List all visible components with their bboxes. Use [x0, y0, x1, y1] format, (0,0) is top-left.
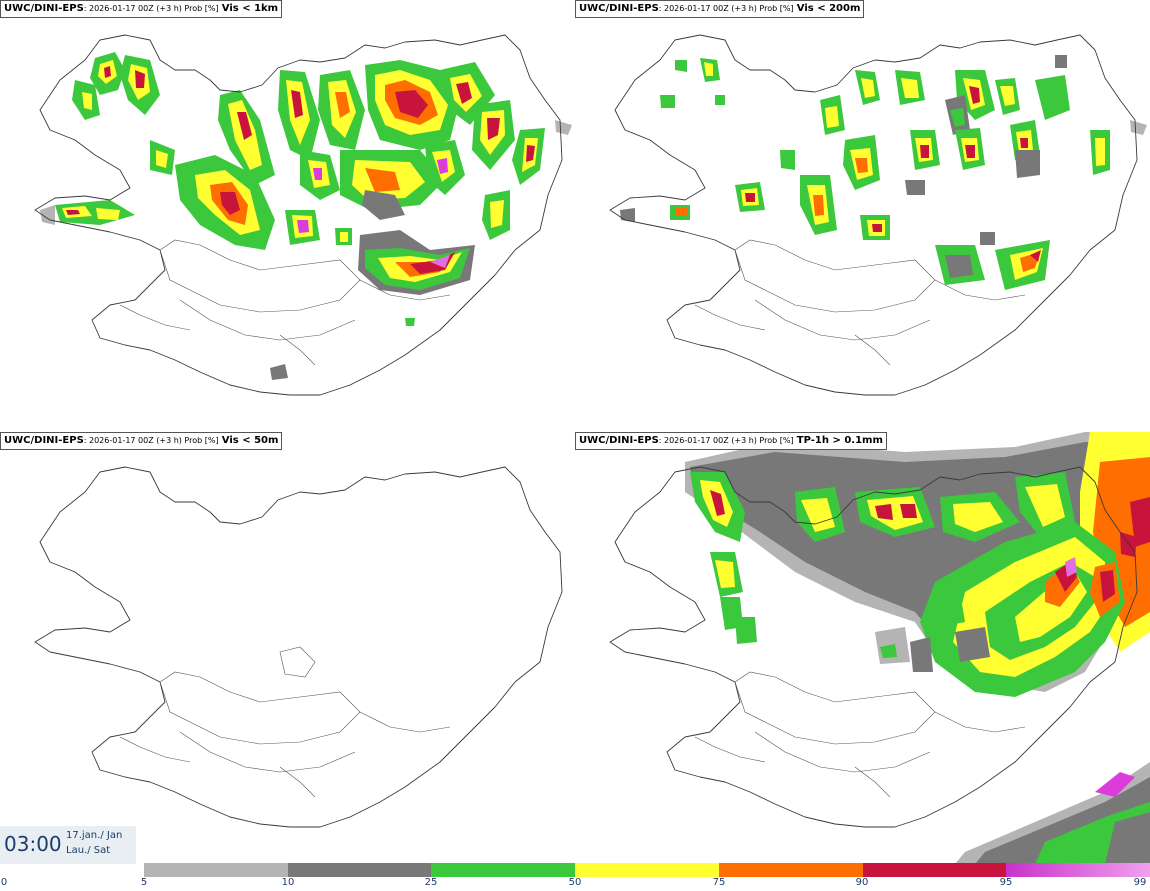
- iceland-map-vis-50m: [34, 466, 563, 828]
- probability-colorbar: [144, 863, 1150, 877]
- colorbar-seg-90-95: [862, 863, 1007, 877]
- valid-time-box: 03:00 17.jan./ Jan Lau./ Sat: [0, 826, 136, 864]
- colorbar-seg-10-25: [287, 863, 432, 877]
- colorbar-tick: 50: [568, 877, 582, 888]
- map-panel-vis-50m: UWC/DINI-EPS: 2026-01-17 00Z (+3 h) Prob…: [0, 432, 575, 864]
- map-panel-vis-200m: UWC/DINI-EPS: 2026-01-17 00Z (+3 h) Prob…: [575, 0, 1150, 432]
- colorbar-tick: 99: [1133, 877, 1147, 888]
- iceland-coastline: [34, 466, 563, 828]
- run-meta: : 2026-01-17 00Z (+3 h) Prob [%]: [83, 4, 219, 13]
- run-meta: : 2026-01-17 00Z (+3 h) Prob [%]: [83, 436, 219, 445]
- probability-field: [685, 432, 1150, 864]
- colorbar-tick: 10: [281, 877, 295, 888]
- model-label: UWC/DINI-EPS: [4, 3, 84, 14]
- colorbar-tick: 25: [424, 877, 438, 888]
- panel-title-vis-1km: UWC/DINI-EPS: 2026-01-17 00Z (+3 h) Prob…: [0, 0, 283, 18]
- colorbar-tick: 0: [0, 877, 8, 888]
- iceland-map-vis-200m: [609, 34, 1147, 396]
- iceland-coastline: [609, 34, 1138, 396]
- map-panel-vis-1km: UWC/DINI-EPS: 2026-01-17 00Z (+3 h) Prob…: [0, 0, 575, 432]
- variable-label: TP-1h > 0.1mm: [796, 435, 883, 446]
- panel-title-vis-200m: UWC/DINI-EPS: 2026-01-17 00Z (+3 h) Prob…: [575, 0, 865, 18]
- model-label: UWC/DINI-EPS: [4, 435, 84, 446]
- panel-title-vis-50m: UWC/DINI-EPS: 2026-01-17 00Z (+3 h) Prob…: [0, 432, 283, 450]
- iceland-coastline: [609, 466, 1138, 828]
- iceland-map-tp-1h: [609, 432, 1150, 864]
- colorbar-tick: 90: [855, 877, 869, 888]
- valid-time: 03:00: [4, 832, 62, 856]
- colorbar-tick: 75: [712, 877, 726, 888]
- run-meta: : 2026-01-17 00Z (+3 h) Prob [%]: [658, 4, 794, 13]
- iceland-coastline: [34, 34, 563, 396]
- valid-date-line-2: Lau./ Sat: [66, 845, 111, 856]
- iceland-map-vis-1km: [34, 34, 572, 396]
- model-label: UWC/DINI-EPS: [579, 3, 659, 14]
- colorbar-seg-95-99: [1006, 863, 1150, 877]
- valid-date-line-1: 17.jan./ Jan: [66, 830, 123, 841]
- probability-field: [620, 55, 1147, 290]
- colorbar-seg-5-10: [144, 863, 288, 877]
- colorbar-seg-75-90: [718, 863, 863, 877]
- run-meta: : 2026-01-17 00Z (+3 h) Prob [%]: [658, 436, 794, 445]
- map-panel-tp-1h: UWC/DINI-EPS: 2026-01-17 00Z (+3 h) Prob…: [575, 432, 1150, 864]
- variable-label: Vis < 50m: [221, 435, 279, 446]
- variable-label: Vis < 1km: [221, 3, 279, 14]
- colorbar-seg-50-75: [575, 863, 719, 877]
- colorbar-tick: 95: [999, 877, 1013, 888]
- probability-field: [40, 52, 572, 380]
- colorbar-tick: 5: [140, 877, 148, 888]
- colorbar-seg-25-50: [431, 863, 576, 877]
- model-label: UWC/DINI-EPS: [579, 435, 659, 446]
- variable-label: Vis < 200m: [796, 3, 861, 14]
- panel-title-tp-1h: UWC/DINI-EPS: 2026-01-17 00Z (+3 h) Prob…: [575, 432, 887, 450]
